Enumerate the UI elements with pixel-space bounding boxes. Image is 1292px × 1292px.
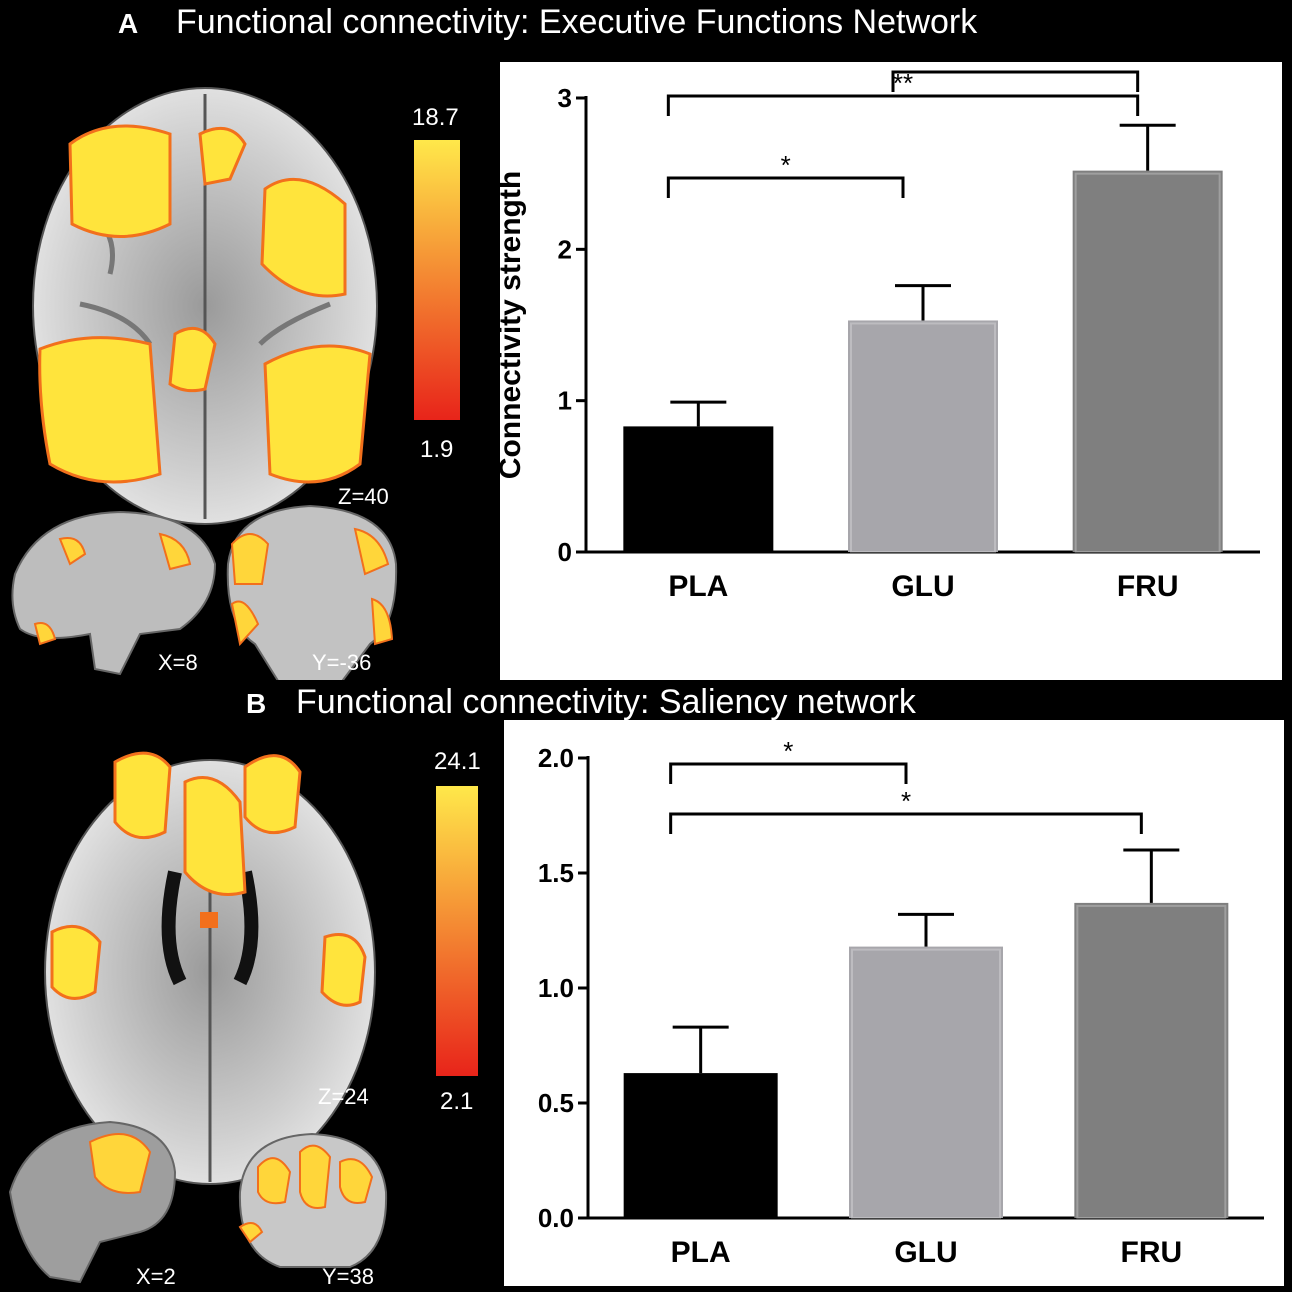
chart-a-significance-bracket — [666, 176, 905, 198]
chart-a-y-tick-label: 0 — [558, 537, 572, 567]
chart-a-y-tick-label: 2 — [558, 234, 572, 264]
panel-b: B Functional connectivity: Saliency netw… — [0, 680, 1292, 1292]
chart-a-bar-highlight — [850, 322, 996, 553]
chart-b-bar-glu — [849, 946, 1003, 1218]
chart-a-y-tick-label: 3 — [558, 83, 572, 113]
chart-b-bar-highlight — [851, 948, 1001, 1219]
chart-a-x-tick-label: PLA — [668, 570, 728, 603]
chart-a-significance-label: ** — [893, 68, 913, 98]
coronal-slice-b — [238, 1132, 388, 1268]
panel-a-colorbar-max: 18.7 — [412, 104, 459, 131]
panel-a-sagittal-label: X=8 — [158, 650, 198, 675]
panel-a-header: A Functional connectivity: Executive Fun… — [0, 0, 1292, 44]
chart-b-significance-bracket — [669, 762, 908, 784]
chart-b-significance-bracket — [669, 812, 1143, 834]
axial-slice-b — [44, 751, 376, 1185]
panel-b-header: B Functional connectivity: Saliency netw… — [0, 680, 1292, 724]
chart-b-y-tick-label: 1.0 — [538, 973, 574, 1003]
panel-b-colorbar-max: 24.1 — [434, 748, 481, 775]
chart-a-x-tick-label: GLU — [891, 570, 954, 603]
chart-b-bar-highlight — [1076, 904, 1227, 1219]
chart-b-significance-label: * — [783, 736, 793, 766]
axial-slice-a — [32, 87, 378, 525]
panel-a: A Functional connectivity: Executive Fun… — [0, 0, 1292, 684]
chart-a-significance-label: * — [1010, 62, 1020, 74]
chart-b-significance-label: * — [901, 786, 911, 816]
chart-b-y-tick-label: 2.0 — [538, 743, 574, 773]
chart-b-x-tick-label: GLU — [894, 1236, 957, 1269]
chart-a-significance-label: * — [781, 150, 791, 180]
panel-b-sagittal-label: X=2 — [136, 1264, 176, 1289]
coronal-slice-a — [226, 504, 398, 684]
chart-b-y-tick-label: 0.5 — [538, 1088, 574, 1118]
chart-a-y-tick-label: 1 — [558, 386, 572, 416]
chart-a-significance-bracket — [666, 94, 1140, 116]
chart-b-bar-fru — [1074, 902, 1229, 1218]
panel-b-chart-box: 0.0 0.5 1.0 1.5 2.0 PLA GLU FRU * * — [504, 720, 1284, 1286]
chart-b-x-tick-label: FRU — [1121, 1236, 1183, 1269]
panel-a-axial-label: Z=40 — [338, 484, 389, 509]
panel-b-colorbar — [436, 786, 478, 1076]
panel-a-title: Functional connectivity: Executive Funct… — [176, 3, 978, 41]
chart-a-bar-pla — [623, 426, 774, 552]
panel-a-coronal-label: Y=-36 — [312, 650, 372, 675]
panel-b-bar-chart: 0.0 0.5 1.0 1.5 2.0 PLA GLU FRU * * — [538, 736, 1264, 1269]
sagittal-slice-b — [8, 1120, 177, 1284]
chart-b-bar-pla — [623, 1073, 778, 1218]
chart-b-x-tick-label: PLA — [671, 1236, 731, 1269]
panel-a-brain-slices — [11, 87, 398, 684]
panel-b-letter: B — [246, 688, 267, 719]
chart-a-y-axis-label: Connectivity strength — [500, 171, 527, 479]
panel-b-axial-label: Z=24 — [318, 1084, 369, 1109]
panel-a-colorbar-min: 1.9 — [420, 436, 454, 463]
chart-a-bar-highlight — [1074, 172, 1221, 553]
chart-a-x-tick-label: FRU — [1117, 570, 1179, 603]
sagittal-slice-a — [11, 510, 217, 676]
panel-a-letter: A — [118, 8, 139, 39]
panel-b-colorbar-min: 2.1 — [440, 1088, 474, 1115]
panel-a-colorbar — [414, 140, 460, 420]
panel-b-coronal-label: Y=38 — [322, 1264, 374, 1289]
panel-b-title: Functional connectivity: Saliency networ… — [296, 683, 916, 721]
chart-a-significance-bracket — [891, 70, 1140, 92]
chart-a-bar-fru — [1072, 170, 1223, 552]
panel-b-brain-slices — [8, 751, 388, 1284]
chart-a-bar-glu — [848, 320, 998, 552]
chart-b-y-tick-label: 1.5 — [538, 858, 574, 888]
chart-b-y-tick-label: 0.0 — [538, 1203, 574, 1233]
